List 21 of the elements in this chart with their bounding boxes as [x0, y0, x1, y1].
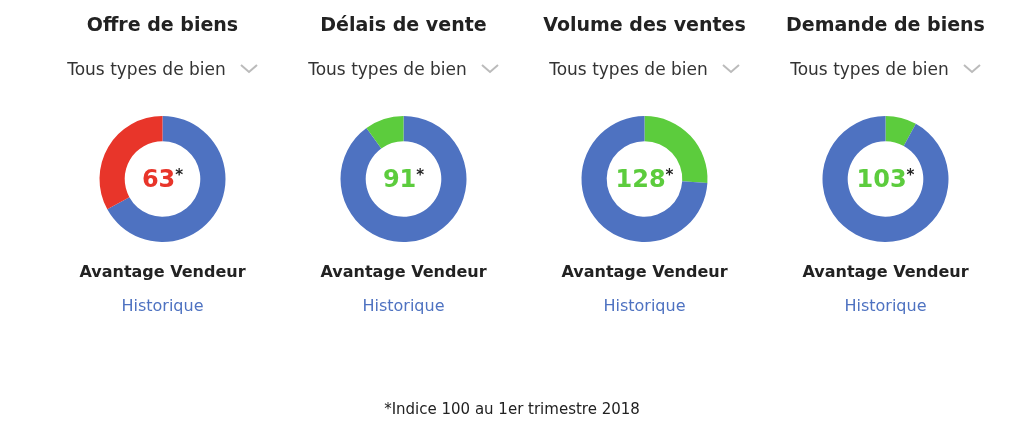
text: Historique	[843, 295, 928, 317]
text: Historique	[361, 295, 446, 317]
chart-title: Délais de vente	[319, 12, 488, 37]
text: Historique	[602, 295, 687, 317]
text: Avantage Vendeur	[801, 261, 970, 283]
text: 63*	[141, 165, 184, 193]
text: Avantage Vendeur	[319, 261, 488, 283]
chart-subtitle: Tous types de bien	[549, 58, 708, 81]
chart-subtitle: Tous types de bien	[308, 58, 467, 81]
chart-subtitle: Tous types de bien	[67, 58, 226, 81]
text: 91*	[382, 165, 425, 193]
chart-title: Offre de biens	[85, 12, 240, 37]
chart-title: Volume des ventes	[542, 12, 747, 37]
chart-subtitle: Tous types de bien	[790, 58, 949, 81]
text: Historique	[120, 295, 205, 317]
text: 128*	[615, 165, 674, 193]
text: Avantage Vendeur	[78, 261, 247, 283]
chart-title: Demande de biens	[785, 12, 986, 37]
text: Avantage Vendeur	[560, 261, 729, 283]
text: *Indice 100 au 1er trimestre 2018	[384, 400, 640, 418]
text: 103*	[856, 165, 915, 193]
